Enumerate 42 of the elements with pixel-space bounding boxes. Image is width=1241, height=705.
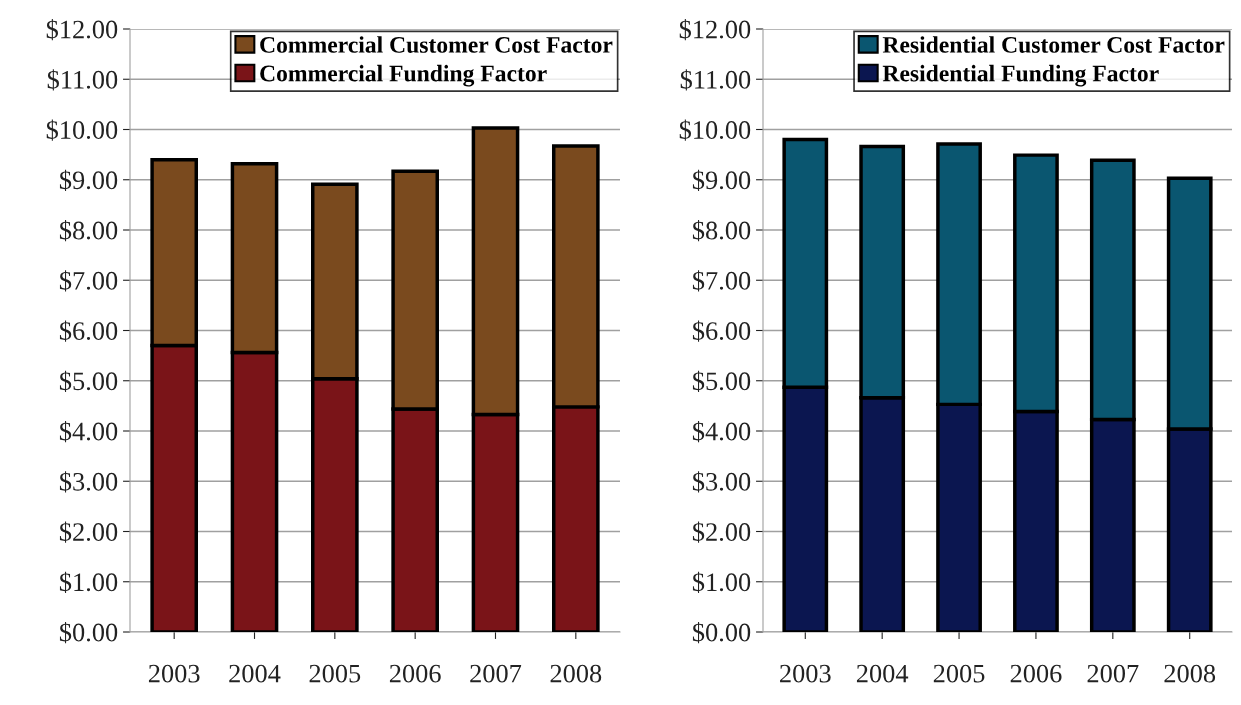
legend-label: Residential Funding Factor [882, 64, 1159, 87]
x-tick-label: 2007 [1087, 664, 1139, 683]
y-tick-label: $10.00 [46, 119, 118, 141]
y-tick-label: $10.00 [679, 119, 751, 141]
x-tick-label: 2004 [856, 664, 909, 683]
y-tick-label: $2.00 [59, 521, 118, 543]
legend-label: Residential Customer Cost Factor [882, 36, 1225, 53]
y-tick-label: $5.00 [692, 370, 751, 392]
y-tick-label: $9.00 [59, 169, 118, 191]
y-tick-label: $1.00 [692, 571, 751, 593]
y-tick-label: $9.00 [692, 169, 751, 191]
x-tick-label: 2007 [470, 664, 522, 683]
y-tick-label: $4.00 [59, 421, 118, 443]
legend-label: Commercial Funding Factor [260, 64, 547, 87]
y-tick-label: $1.00 [59, 571, 118, 593]
y-tick-label: $11.00 [680, 69, 751, 91]
y-tick-label: $2.00 [692, 521, 751, 543]
x-tick-label: 2008 [550, 664, 602, 683]
x-tick-label: 2003 [148, 664, 200, 683]
y-tick-label: $11.00 [47, 69, 118, 91]
x-tick-label: 2008 [1164, 664, 1216, 683]
y-tick-label: $12.00 [46, 19, 118, 41]
y-tick-label: $0.00 [59, 622, 118, 644]
y-tick-label: $3.00 [59, 471, 118, 493]
y-tick-label: $8.00 [692, 220, 751, 242]
x-tick-label: 2006 [389, 664, 441, 683]
x-tick-label: 2005 [309, 664, 361, 683]
x-tick-label: 2006 [1010, 664, 1062, 683]
y-tick-label: $7.00 [692, 270, 751, 292]
x-tick-label: 2005 [933, 664, 985, 683]
y-tick-label: $12.00 [679, 19, 751, 41]
x-tick-label: 2003 [780, 664, 831, 683]
y-tick-label: $6.00 [59, 320, 118, 342]
y-tick-label: $6.00 [692, 320, 751, 342]
legend-label: Commercial Customer Cost Factor [260, 36, 613, 53]
y-tick-label: $8.00 [59, 220, 118, 242]
y-tick-label: $3.00 [692, 471, 751, 493]
y-tick-label: $7.00 [59, 270, 118, 292]
y-tick-label: $5.00 [59, 370, 118, 392]
x-tick-label: 2004 [229, 664, 281, 683]
y-tick-label: $4.00 [692, 421, 751, 443]
y-tick-label: $0.00 [692, 622, 751, 644]
